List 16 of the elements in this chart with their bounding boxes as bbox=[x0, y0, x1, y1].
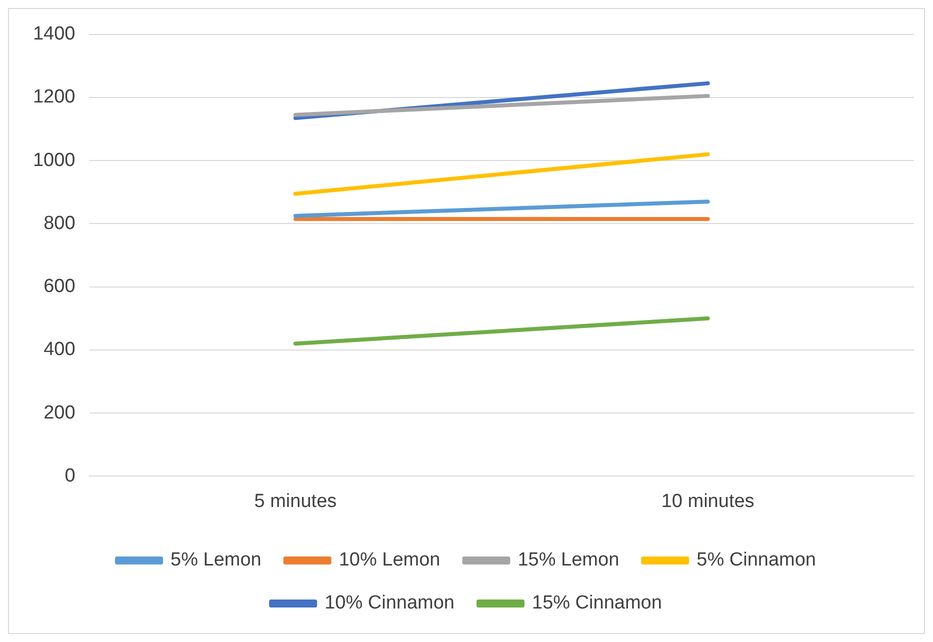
y-tick-label: 600 bbox=[44, 276, 76, 298]
legend-label: 10% Lemon bbox=[338, 550, 440, 571]
legend-label: 5% Cinnamon bbox=[696, 550, 816, 571]
y-tick-label: 800 bbox=[44, 212, 76, 234]
legend-label: 10% Cinnamon bbox=[324, 592, 455, 614]
y-tick-label: 1000 bbox=[32, 150, 76, 171]
legend-label: 5% Lemon bbox=[170, 550, 262, 571]
x-tick-label: 10 minutes bbox=[661, 490, 754, 512]
y-tick-label: 1200 bbox=[32, 86, 76, 108]
y-tick-label: 400 bbox=[44, 339, 76, 360]
y-tick-label: 1400 bbox=[32, 24, 76, 45]
x-tick-label: 5 minutes bbox=[254, 490, 337, 512]
legend-label: 15% Cinnamon bbox=[532, 592, 662, 614]
legend-label: 15% Lemon bbox=[518, 550, 620, 571]
y-tick-label: 0 bbox=[64, 465, 76, 486]
y-tick-label: 200 bbox=[44, 402, 76, 424]
